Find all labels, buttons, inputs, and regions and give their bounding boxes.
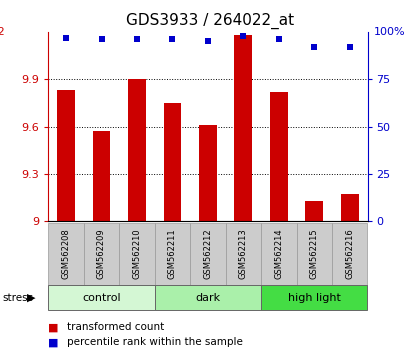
Bar <box>163 103 181 221</box>
Bar <box>297 223 332 285</box>
Text: 100%: 100% <box>374 27 405 37</box>
Text: GSM562216: GSM562216 <box>345 228 354 279</box>
Bar <box>84 223 119 285</box>
Text: GSM562210: GSM562210 <box>132 228 142 279</box>
Point <box>240 33 247 39</box>
Point <box>98 36 105 42</box>
Bar <box>226 223 261 285</box>
Text: transformed count: transformed count <box>67 322 165 332</box>
Bar <box>190 223 226 285</box>
Text: GSM562208: GSM562208 <box>62 228 71 279</box>
Text: ▶: ▶ <box>27 293 36 303</box>
Bar <box>234 35 252 221</box>
Bar <box>155 223 190 285</box>
Bar <box>332 223 368 285</box>
Text: percentile rank within the sample: percentile rank within the sample <box>67 337 243 347</box>
Bar <box>155 285 261 310</box>
Text: GSM562209: GSM562209 <box>97 228 106 279</box>
Bar <box>305 201 323 221</box>
Text: dark: dark <box>195 293 220 303</box>
Text: 10.2: 10.2 <box>0 27 5 37</box>
Text: GSM562215: GSM562215 <box>310 228 319 279</box>
Bar <box>48 223 84 285</box>
Text: GSM562214: GSM562214 <box>274 228 284 279</box>
Point <box>205 39 211 44</box>
Text: stress: stress <box>2 293 33 303</box>
Bar <box>199 125 217 221</box>
Text: GSM562211: GSM562211 <box>168 228 177 279</box>
Text: high light: high light <box>288 293 341 303</box>
Text: GSM562212: GSM562212 <box>203 228 213 279</box>
Text: control: control <box>82 293 121 303</box>
Bar <box>128 79 146 221</box>
Bar <box>57 90 75 221</box>
Bar <box>261 223 297 285</box>
Text: ■: ■ <box>48 322 59 332</box>
Bar <box>93 131 110 221</box>
Point <box>134 36 140 42</box>
Point <box>63 35 69 40</box>
Bar <box>341 194 359 221</box>
Bar <box>270 92 288 221</box>
Point <box>169 36 176 42</box>
Bar <box>261 285 368 310</box>
Bar <box>119 223 155 285</box>
Bar <box>48 285 155 310</box>
Text: GSM562213: GSM562213 <box>239 228 248 279</box>
Point <box>276 36 282 42</box>
Point <box>311 44 318 50</box>
Text: GDS3933 / 264022_at: GDS3933 / 264022_at <box>126 12 294 29</box>
Text: ■: ■ <box>48 337 59 347</box>
Point <box>346 44 353 50</box>
